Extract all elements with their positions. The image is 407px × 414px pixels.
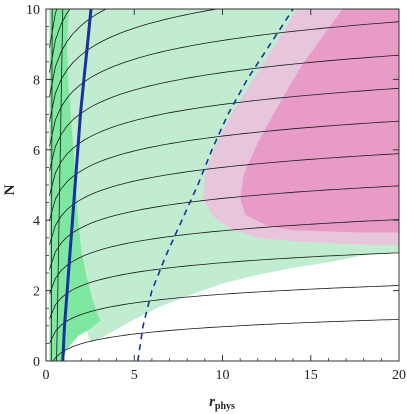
curves-layer (61, 9, 294, 361)
y-tick-label: 2 (33, 285, 40, 300)
y-tick-label: 8 (33, 73, 40, 88)
contour-line (49, 54, 399, 171)
contour-line (49, 87, 399, 196)
solid-curve (61, 9, 93, 361)
contour-line (49, 153, 399, 245)
x-tick-label: 10 (216, 368, 230, 383)
contour-line (49, 219, 399, 295)
contour-line (49, 120, 399, 221)
steep-contour-line (56, 9, 64, 361)
x-tick-label: 0 (43, 368, 50, 383)
ticks-layer: 0 5 10 15 20 0 2 4 6 8 10 (26, 3, 406, 383)
y-tick-label: 10 (26, 3, 40, 18)
dashed-curve (137, 9, 294, 361)
contour-line (49, 21, 399, 147)
y-tick-label: 0 (33, 355, 40, 370)
contour-line (49, 252, 399, 319)
pink-region (240, 9, 399, 233)
x-axis-label: rphys (209, 394, 235, 412)
steep-contour-line (50, 9, 53, 361)
regions-layer (49, 9, 399, 361)
contour-line (49, 185, 399, 270)
y-tick-label: 4 (33, 214, 40, 229)
x-tick-label: 20 (392, 368, 406, 383)
x-tick-label: 5 (131, 368, 138, 383)
contour-line (49, 9, 220, 122)
contour-lines-layer (49, 9, 399, 361)
x-tick-label: 15 (304, 368, 318, 383)
y-axis-label: N (2, 184, 18, 195)
contour-line (53, 319, 399, 361)
y-tick-label: 6 (33, 144, 40, 159)
contour-line (49, 285, 399, 344)
